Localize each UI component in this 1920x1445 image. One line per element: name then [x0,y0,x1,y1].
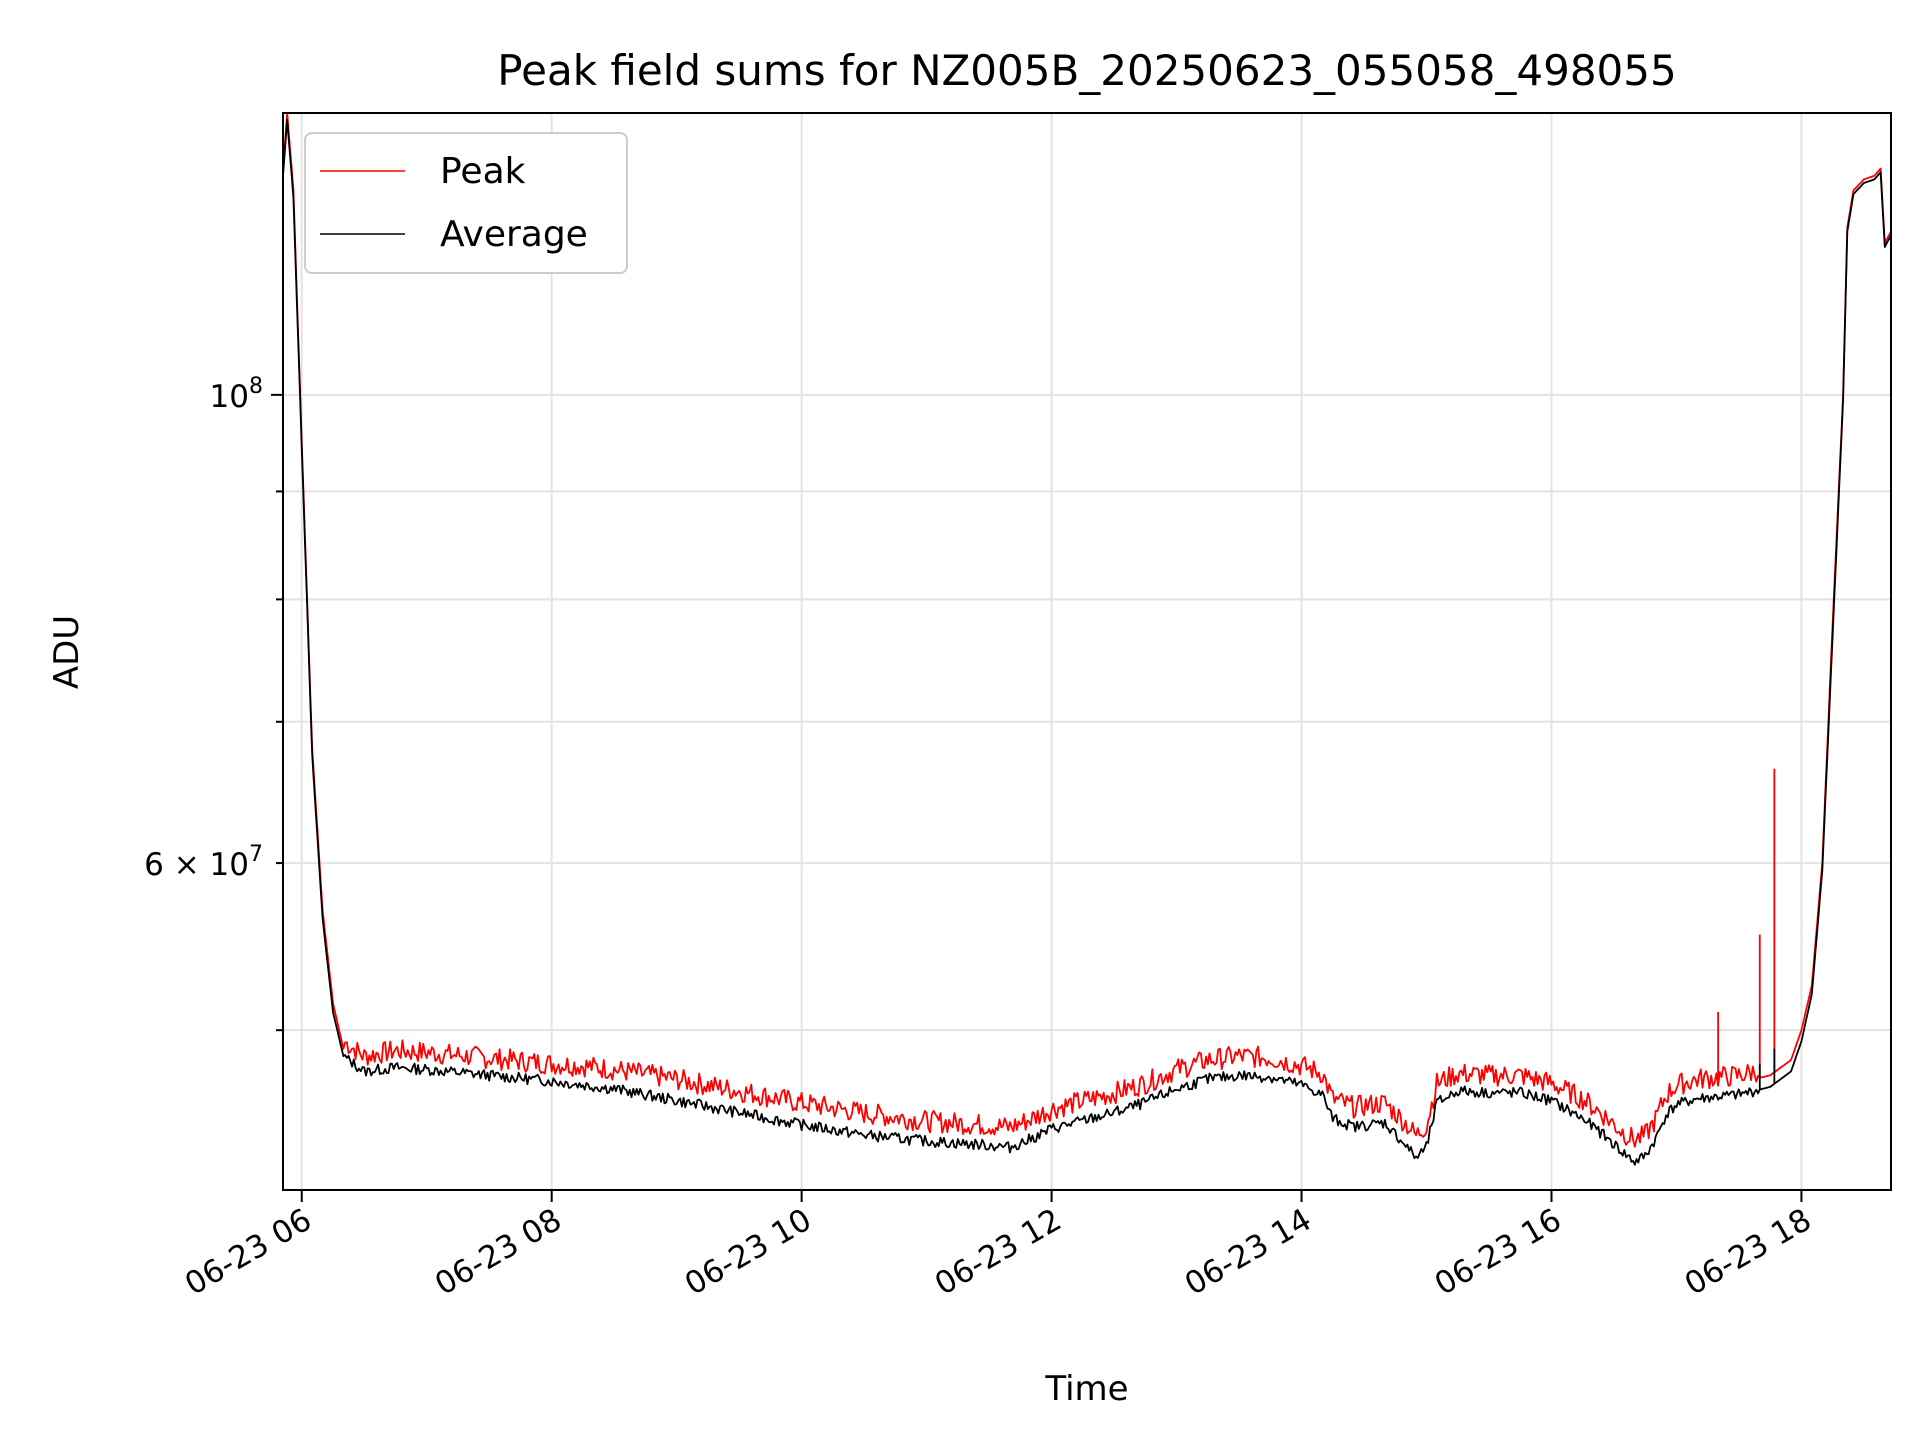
y-tick-label: 108 [210,374,263,415]
legend-label-peak: Peak [440,151,526,192]
legend: Peak Average [304,132,628,274]
series-line-average [283,118,1891,1166]
grid [283,113,1891,1190]
series-line-peak [283,113,1891,1148]
y-tick-label: 6 × 107 [144,842,263,883]
legend-box [304,132,628,274]
legend-label-average: Average [440,214,588,255]
chart-title: Peak field sums for NZ005B_20250623_0550… [497,46,1676,95]
y-axis-label: ADU [47,615,87,689]
x-axis-label: Time [1044,1369,1128,1409]
series-layer [283,113,1891,1166]
plot-frame [282,112,1892,1191]
